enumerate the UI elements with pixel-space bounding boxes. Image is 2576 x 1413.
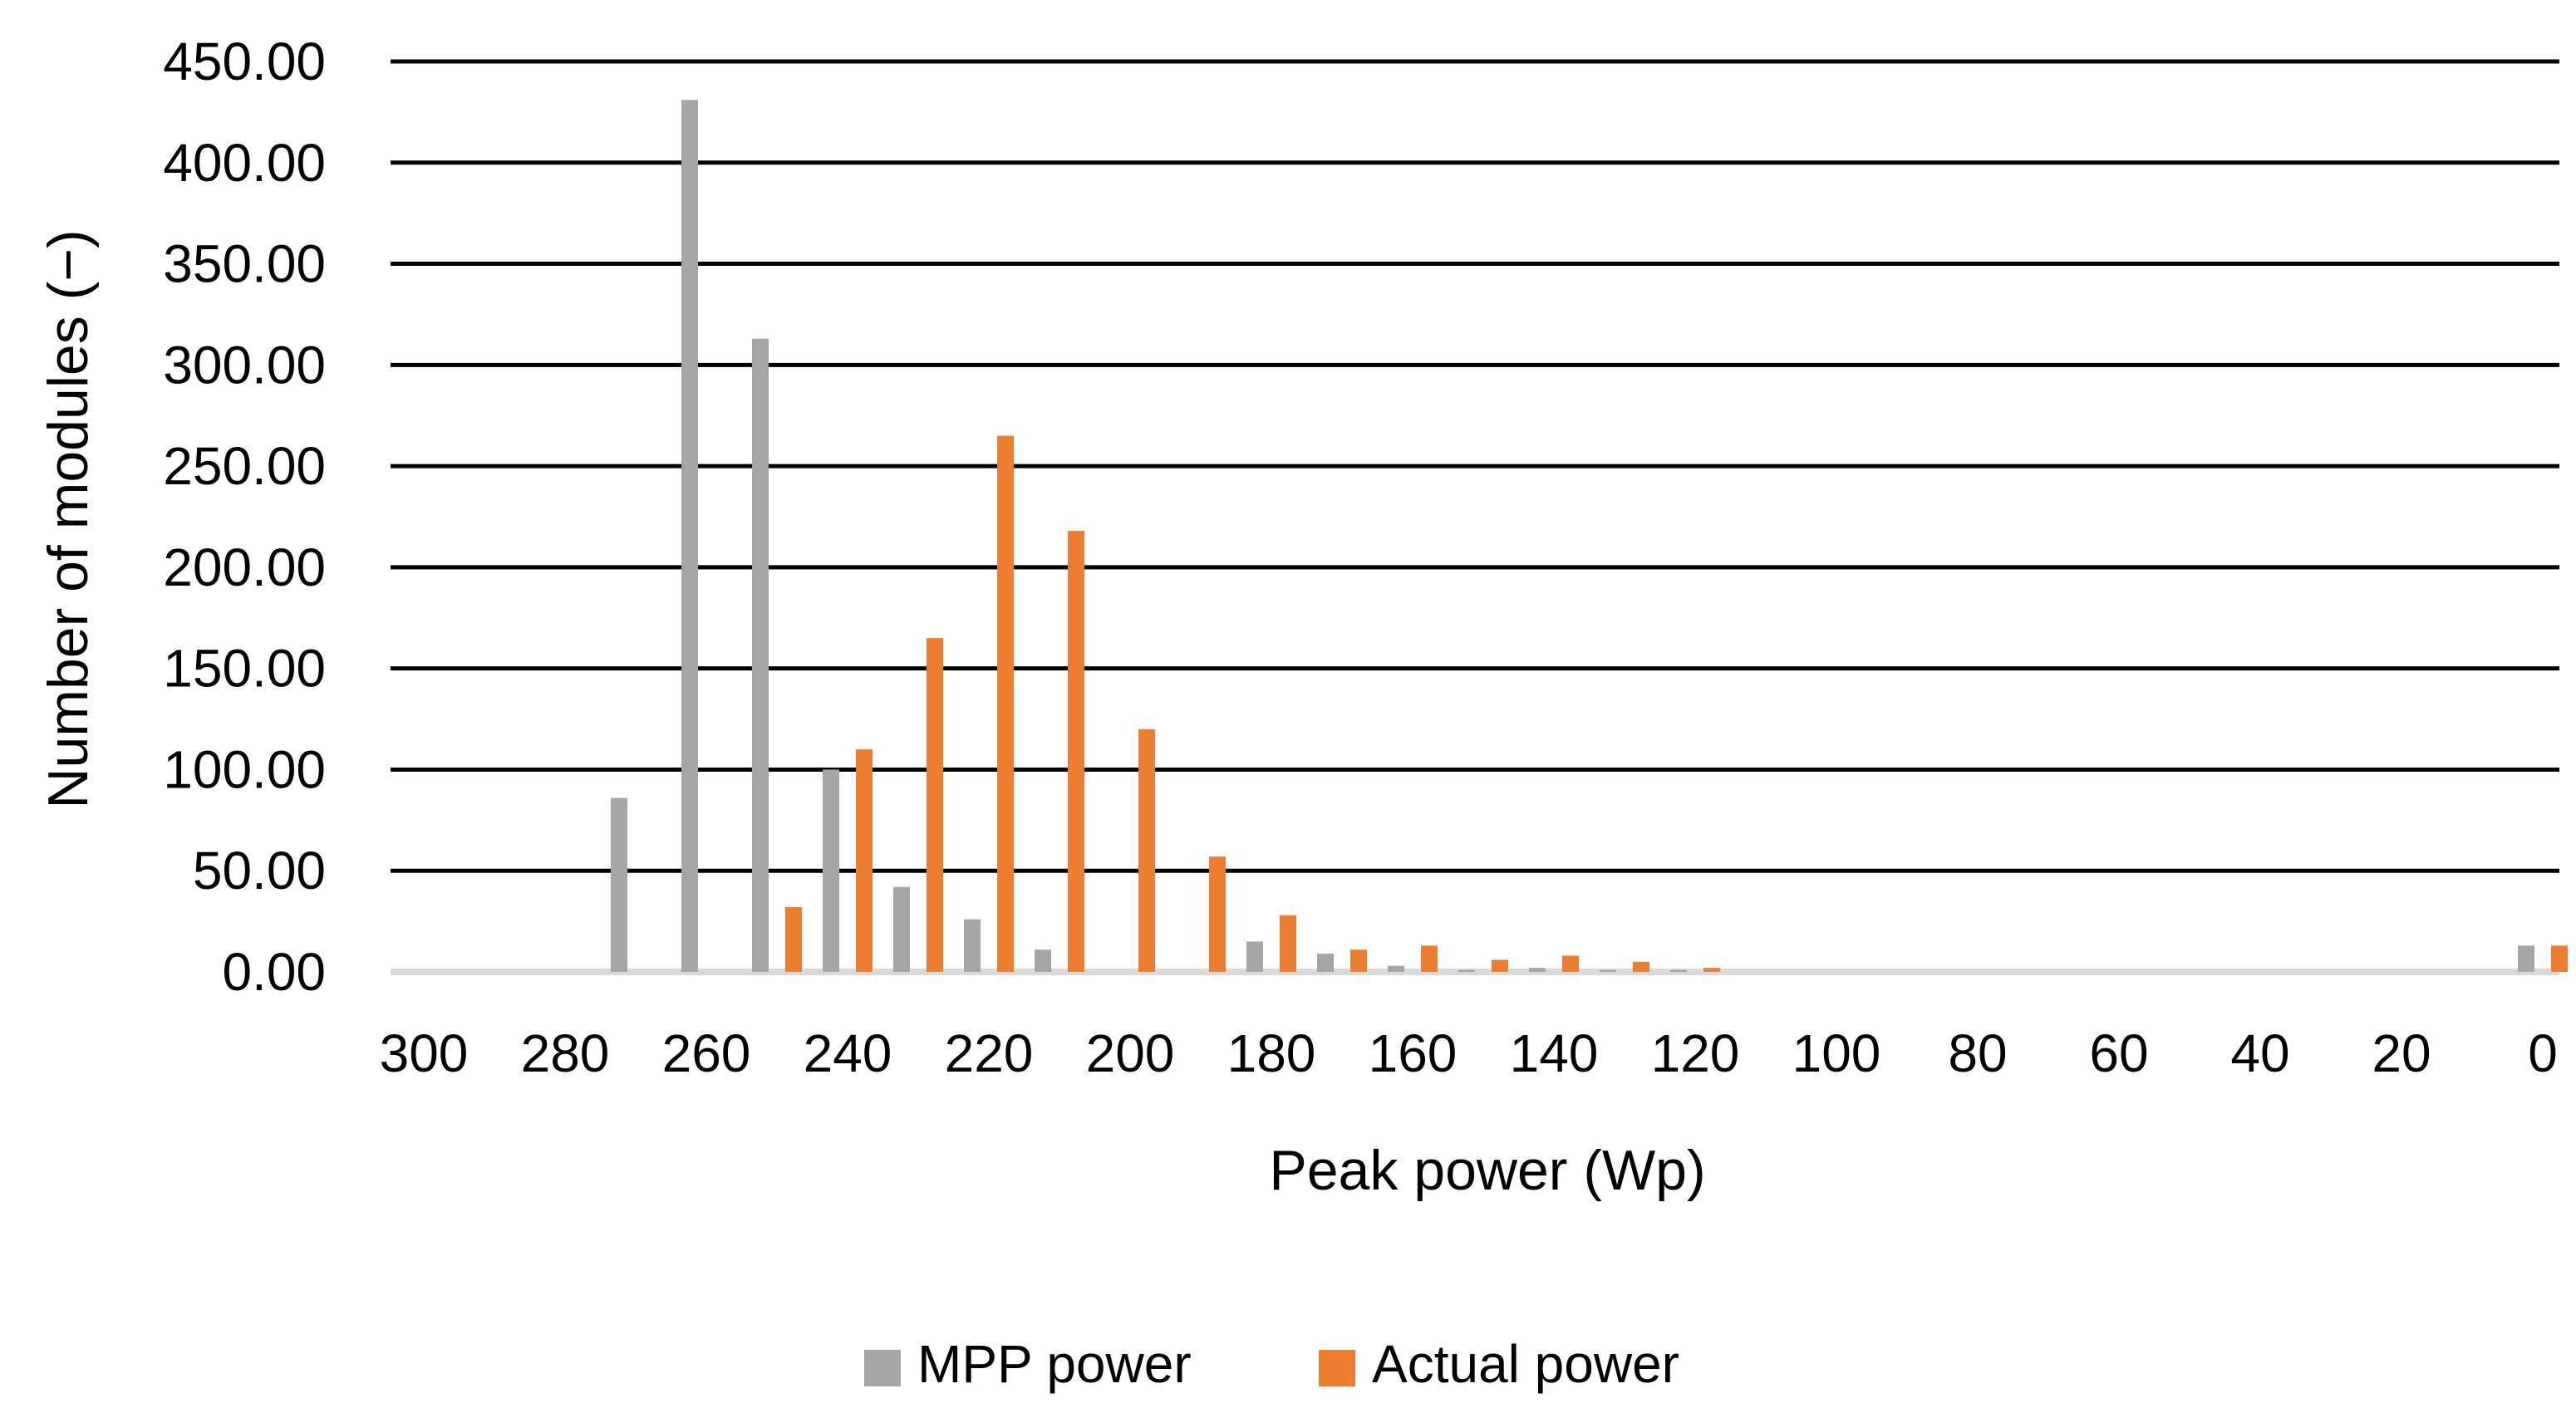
x-tick-label: 120 bbox=[1651, 1023, 1740, 1083]
x-tick-label: 300 bbox=[380, 1023, 469, 1083]
bar-mpp-power bbox=[611, 797, 627, 972]
y-tick-label: 350.00 bbox=[163, 234, 326, 294]
y-tick-label: 400.00 bbox=[163, 133, 326, 193]
y-tick-label: 300.00 bbox=[163, 335, 326, 395]
bar-mpp-power bbox=[1246, 941, 1263, 972]
bar-actual-power bbox=[927, 638, 943, 972]
bar-mpp-power bbox=[1600, 969, 1616, 972]
bar-actual-power bbox=[1068, 531, 1084, 972]
bar-actual-power bbox=[997, 435, 1014, 972]
y-tick-label: 0.00 bbox=[222, 942, 326, 1002]
bar-actual-power bbox=[1421, 945, 1438, 972]
x-tick-label: 60 bbox=[2089, 1023, 2148, 1083]
bar-mpp-power bbox=[1388, 965, 1404, 972]
bar-mpp-power bbox=[1317, 954, 1334, 972]
y-tick-label: 200.00 bbox=[163, 537, 326, 597]
y-axis-title: Number of modules (−) bbox=[37, 229, 100, 808]
y-tick-label: 450.00 bbox=[163, 32, 326, 91]
bar-actual-power bbox=[1492, 959, 1508, 972]
y-tick-label: 150.00 bbox=[163, 639, 326, 699]
x-tick-label: 0 bbox=[2528, 1023, 2558, 1083]
legend: MPP power Actual power bbox=[864, 1334, 1679, 1394]
x-tick-label: 80 bbox=[1948, 1023, 2007, 1083]
x-axis-title: Peak power (Wp) bbox=[1269, 1139, 1705, 1202]
legend-swatch-mpp-power bbox=[864, 1350, 901, 1386]
bar-actual-power bbox=[1280, 915, 1296, 972]
bar-mpp-power bbox=[2518, 945, 2534, 972]
bar-mpp-power bbox=[823, 769, 839, 972]
x-tick-label: 280 bbox=[521, 1023, 610, 1083]
bar-actual-power bbox=[785, 907, 802, 972]
bar-actual-power bbox=[1562, 955, 1579, 972]
bar-mpp-power bbox=[1670, 969, 1687, 972]
gridlines bbox=[391, 59, 2559, 975]
bar-actual-power bbox=[1138, 729, 1155, 972]
bar-mpp-power bbox=[752, 338, 769, 972]
bar-mpp-power bbox=[893, 886, 910, 972]
x-tick-label: 220 bbox=[945, 1023, 1034, 1083]
bar-mpp-power bbox=[1458, 969, 1475, 972]
x-tick-label: 240 bbox=[804, 1023, 892, 1083]
x-tick-labels: 300 280 260 240 220 200 180 160 140 120 100 80 60 40 2… bbox=[380, 1023, 2558, 1083]
y-tick-labels: 0.00 50.00 100.00 150.00 200.00 250.00 300.00 3… bbox=[163, 32, 326, 1002]
bars bbox=[611, 100, 2568, 973]
bar-mpp-power bbox=[964, 919, 981, 972]
x-tick-label: 180 bbox=[1227, 1023, 1316, 1083]
x-tick-label: 160 bbox=[1369, 1023, 1458, 1083]
bar-actual-power bbox=[1703, 968, 1720, 972]
x-tick-label: 40 bbox=[2230, 1023, 2289, 1083]
bar-mpp-power bbox=[681, 100, 698, 973]
legend-label-actual-power: Actual power bbox=[1372, 1334, 1679, 1394]
bar-mpp-power bbox=[1529, 968, 1546, 972]
y-tick-label: 100.00 bbox=[163, 739, 326, 799]
legend-swatch-actual-power bbox=[1319, 1350, 1355, 1386]
x-tick-label: 20 bbox=[2372, 1023, 2431, 1083]
bar-actual-power bbox=[1350, 949, 1367, 972]
bar-actual-power bbox=[1633, 961, 1649, 972]
y-tick-label: 50.00 bbox=[193, 841, 326, 900]
x-tick-label: 260 bbox=[662, 1023, 751, 1083]
x-tick-label: 100 bbox=[1792, 1023, 1881, 1083]
bar-actual-power bbox=[2551, 945, 2568, 972]
bar-actual-power bbox=[1209, 856, 1226, 972]
legend-label-mpp-power: MPP power bbox=[917, 1334, 1192, 1394]
bar-actual-power bbox=[856, 749, 873, 972]
y-tick-label: 250.00 bbox=[163, 436, 326, 496]
x-tick-label: 200 bbox=[1086, 1023, 1175, 1083]
x-tick-label: 140 bbox=[1510, 1023, 1599, 1083]
bar-mpp-power bbox=[1035, 949, 1051, 972]
